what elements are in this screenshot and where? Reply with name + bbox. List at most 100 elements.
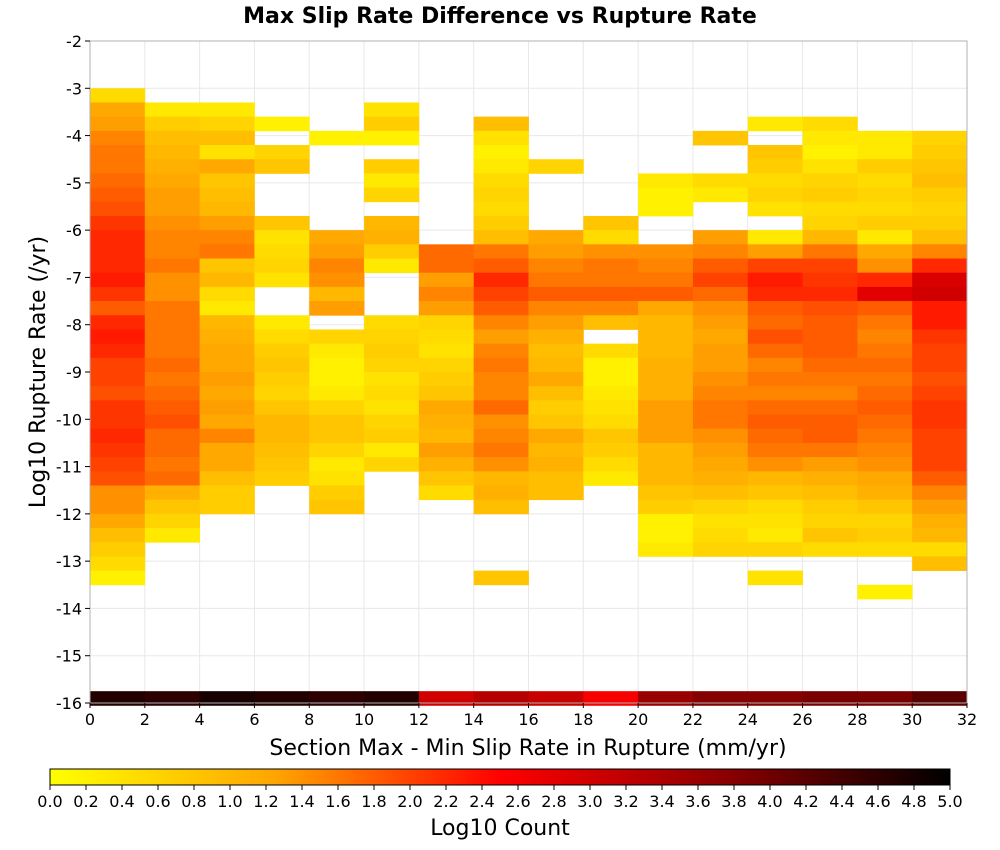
colorbar-tick-label: 1.6 bbox=[325, 792, 350, 811]
heatmap-cell bbox=[912, 400, 968, 415]
heatmap-cell bbox=[254, 329, 310, 345]
heatmap-cell bbox=[473, 570, 529, 586]
heatmap-cell bbox=[144, 272, 201, 288]
heatmap-cell bbox=[692, 414, 749, 430]
heatmap-cell bbox=[857, 301, 913, 316]
heatmap-cell bbox=[418, 485, 475, 501]
heatmap-cell bbox=[802, 357, 858, 373]
heatmap-cell bbox=[912, 230, 968, 245]
heatmap-cell bbox=[90, 286, 146, 302]
heatmap-cell bbox=[638, 258, 694, 274]
heatmap-cell bbox=[199, 244, 255, 259]
heatmap-cell bbox=[638, 343, 694, 359]
heatmap-cell bbox=[747, 499, 803, 515]
heatmap-cell bbox=[857, 386, 913, 401]
heatmap-cell bbox=[857, 372, 913, 387]
heatmap-cell bbox=[912, 528, 968, 543]
heatmap-cell bbox=[583, 471, 639, 486]
heatmap-cell bbox=[418, 372, 475, 387]
heatmap-cell bbox=[254, 691, 310, 706]
heatmap-cell bbox=[254, 343, 310, 359]
heatmap-cell bbox=[583, 386, 639, 401]
heatmap-cell bbox=[309, 329, 365, 345]
heatmap-cell bbox=[802, 116, 858, 132]
heatmap-cell bbox=[802, 471, 858, 486]
heatmap-cell bbox=[473, 244, 529, 259]
heatmap-cell bbox=[144, 286, 201, 302]
heatmap-cell bbox=[638, 329, 694, 345]
heatmap-cell bbox=[528, 357, 584, 373]
heatmap-cell bbox=[199, 343, 255, 359]
heatmap-cell bbox=[747, 485, 803, 501]
heatmap-cell bbox=[199, 215, 255, 231]
heatmap-cell bbox=[692, 329, 749, 345]
colorbar-tick-label: 4.8 bbox=[901, 792, 926, 811]
heatmap-cell bbox=[857, 691, 913, 706]
heatmap-cell bbox=[802, 372, 858, 387]
heatmap-cell bbox=[309, 343, 365, 359]
heatmap-cell bbox=[912, 414, 968, 430]
heatmap-cell bbox=[364, 442, 420, 458]
y-tick-label: -14 bbox=[56, 599, 82, 618]
heatmap-cell bbox=[802, 286, 858, 302]
heatmap-cell bbox=[199, 414, 255, 430]
x-tick-label: 24 bbox=[738, 710, 758, 729]
heatmap-cell bbox=[254, 244, 310, 259]
heatmap-cell bbox=[638, 315, 694, 330]
heatmap-cell bbox=[857, 286, 913, 302]
heatmap-cell bbox=[144, 215, 201, 231]
heatmap-cell bbox=[309, 357, 365, 373]
heatmap-cell bbox=[857, 357, 913, 373]
heatmap-cell bbox=[473, 691, 529, 706]
heatmap-cell bbox=[90, 215, 146, 231]
heatmap-cell bbox=[692, 542, 749, 557]
heatmap-cell bbox=[692, 442, 749, 458]
heatmap-cell bbox=[692, 485, 749, 501]
heatmap-cell bbox=[144, 471, 201, 486]
heatmap-cell bbox=[638, 187, 694, 203]
heatmap-cell bbox=[638, 428, 694, 444]
heatmap-cell bbox=[638, 400, 694, 415]
heatmap-cell bbox=[747, 329, 803, 345]
heatmap-cell bbox=[583, 414, 639, 430]
heatmap-cell bbox=[802, 343, 858, 359]
heatmap-cell bbox=[309, 428, 365, 444]
heatmap-cell bbox=[473, 386, 529, 401]
heatmap-cell bbox=[90, 230, 146, 245]
heatmap-cell bbox=[254, 471, 310, 486]
heatmap-cell bbox=[418, 329, 475, 345]
heatmap-cell bbox=[364, 386, 420, 401]
heatmap-cell bbox=[583, 442, 639, 458]
heatmap-cell bbox=[418, 272, 475, 288]
heatmap-cell bbox=[364, 159, 420, 174]
colorbar-ticks: 0.0 0.2 0.4 0.6 0.8 1.0 1.2 1.4 1.6 1.8 2.0 2.2 2.4 2… bbox=[37, 785, 963, 811]
heatmap-cell bbox=[144, 315, 201, 330]
heatmap-cell bbox=[528, 428, 584, 444]
heatmap-cell bbox=[144, 414, 201, 430]
heatmap-cell bbox=[199, 329, 255, 345]
heatmap-cell bbox=[144, 513, 201, 529]
heatmap-cell bbox=[309, 130, 365, 146]
colorbar-tick-label: 5.0 bbox=[937, 792, 962, 811]
heatmap-cell bbox=[473, 485, 529, 501]
heatmap-cell bbox=[692, 315, 749, 330]
heatmap-cell bbox=[364, 372, 420, 387]
heatmap-cell bbox=[364, 343, 420, 359]
heatmap-cell bbox=[912, 286, 968, 302]
heatmap-cell bbox=[254, 414, 310, 430]
heatmap-cell bbox=[912, 272, 968, 288]
heatmap-cell bbox=[418, 400, 475, 415]
heatmap-cell bbox=[144, 499, 201, 515]
heatmap-cell bbox=[747, 357, 803, 373]
heatmap-cell bbox=[857, 499, 913, 515]
heatmap-cell bbox=[309, 400, 365, 415]
heatmap-cell bbox=[473, 315, 529, 330]
colorbar-tick-label: 0.4 bbox=[109, 792, 134, 811]
x-tick-label: 8 bbox=[304, 710, 314, 729]
heatmap-cell bbox=[254, 258, 310, 274]
heatmap-cell bbox=[364, 428, 420, 444]
heatmap-cell bbox=[528, 691, 584, 706]
heatmap-cell bbox=[309, 258, 365, 274]
y-tick-label: -7 bbox=[66, 268, 82, 287]
x-axis-ticks: 0 2 4 6 8 10 12 14 16 18 20 22 24 26 28 30 32 bbox=[85, 703, 977, 729]
